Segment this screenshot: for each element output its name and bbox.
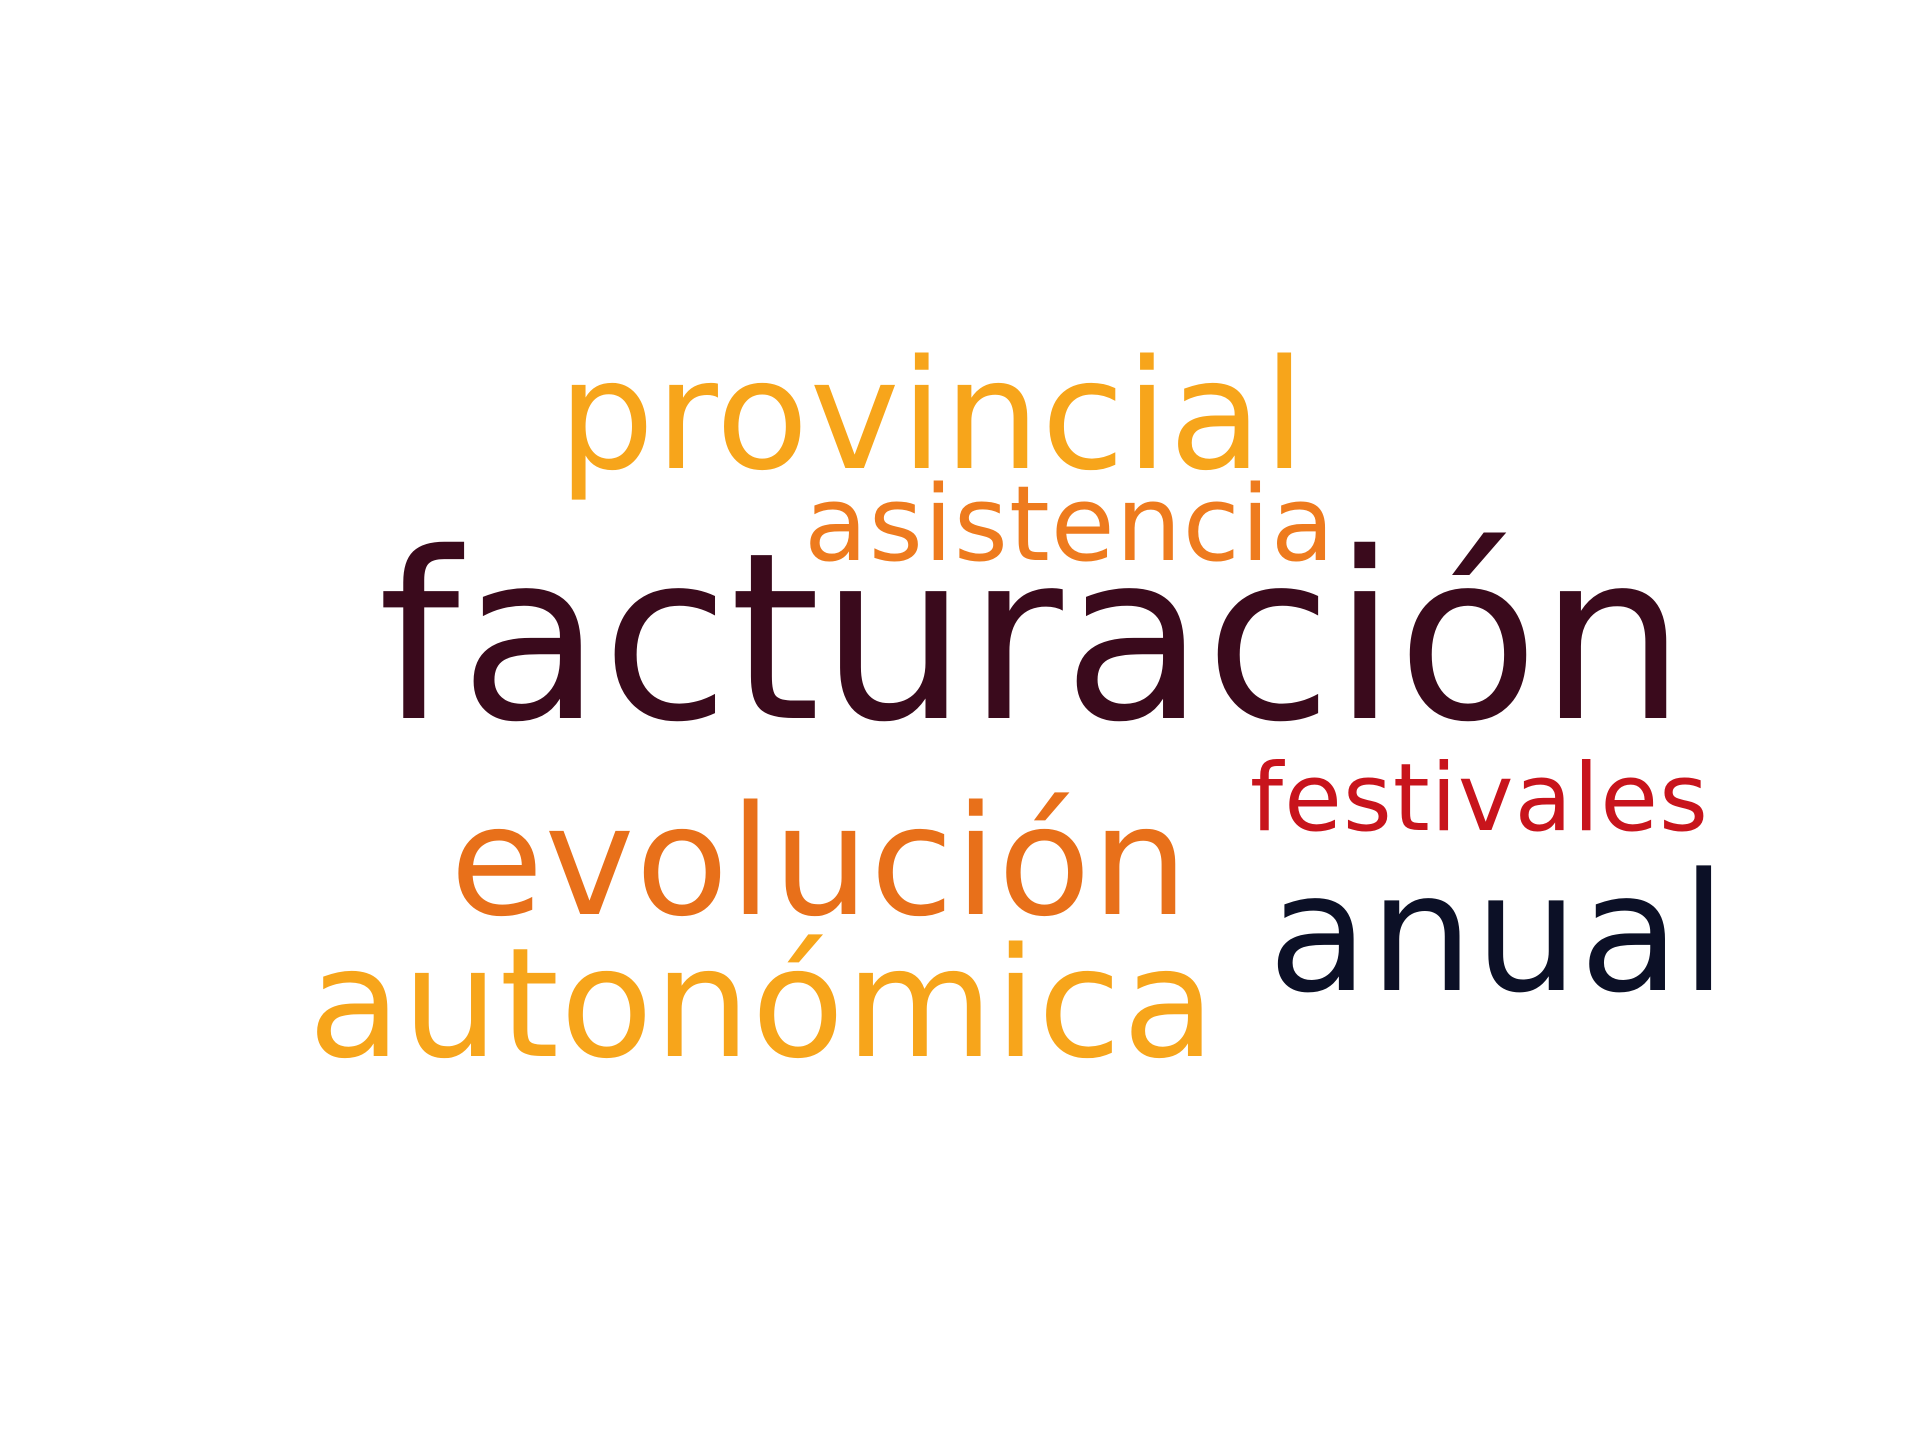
word-facturacion: facturación [378, 503, 1686, 773]
word-anual: anual [1268, 838, 1728, 1029]
word-provincial: provincial [558, 327, 1307, 504]
word-festivales: festivales [1250, 744, 1710, 853]
word-autonomica: autonómica [308, 915, 1217, 1092]
word-asistencia: asistencia [804, 463, 1336, 585]
word-evolucion: evolución [450, 773, 1190, 950]
